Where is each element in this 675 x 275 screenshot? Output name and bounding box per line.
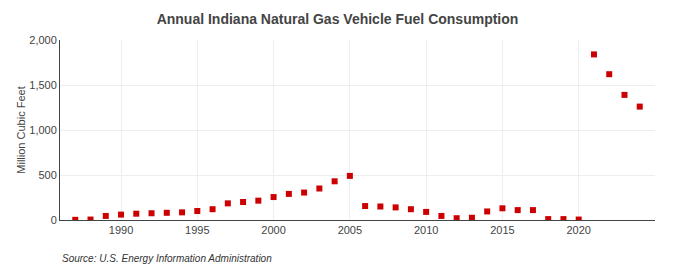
svg-text:1,500: 1,500 bbox=[29, 79, 57, 91]
svg-text:Source: U.S. Energy Informatio: Source: U.S. Energy Information Administ… bbox=[62, 253, 272, 264]
svg-text:2000: 2000 bbox=[261, 224, 285, 236]
svg-text:2020: 2020 bbox=[566, 224, 590, 236]
svg-text:2015: 2015 bbox=[490, 224, 514, 236]
svg-text:1,000: 1,000 bbox=[29, 124, 57, 136]
svg-text:500: 500 bbox=[38, 169, 56, 181]
svg-text:1990: 1990 bbox=[109, 224, 133, 236]
svg-text:Annual Indiana Natural Gas Veh: Annual Indiana Natural Gas Vehicle Fuel … bbox=[157, 11, 519, 27]
svg-text:2,000: 2,000 bbox=[29, 34, 57, 46]
svg-text:1995: 1995 bbox=[185, 224, 209, 236]
svg-text:Million Cubic Feet: Million Cubic Feet bbox=[15, 86, 27, 173]
svg-text:2005: 2005 bbox=[338, 224, 362, 236]
svg-text:0: 0 bbox=[51, 214, 57, 226]
svg-text:2010: 2010 bbox=[414, 224, 438, 236]
